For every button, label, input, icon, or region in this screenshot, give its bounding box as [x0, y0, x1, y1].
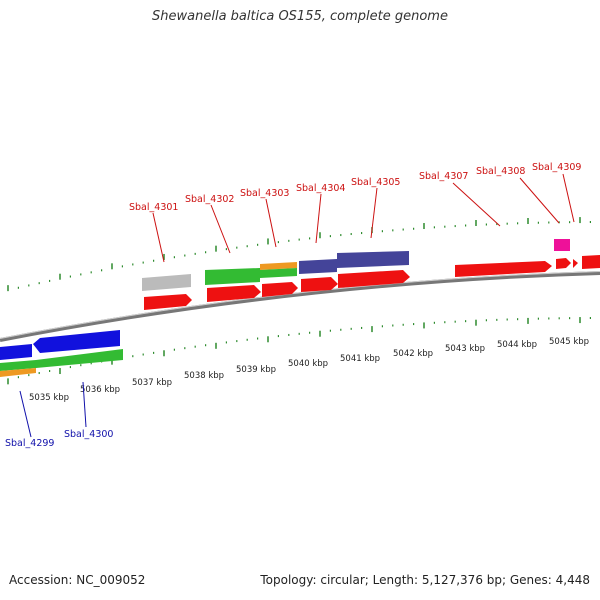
kbp-label-5045: 5045 kbp	[549, 337, 589, 347]
leader-sbal-4307	[452, 182, 501, 227]
cds-sbal-4300[interactable]	[33, 330, 120, 353]
gene-label-sbal-4300[interactable]: Sbal_4300	[64, 429, 113, 440]
outer-tick-track	[7, 217, 592, 292]
gene-feature-magenta[interactable]	[554, 239, 570, 251]
kbp-label-5041: 5041 kbp	[340, 354, 380, 364]
leader-sbal-4301	[152, 212, 165, 263]
genome-backbone-highlight	[0, 271, 600, 339]
gene-feature-purple-2[interactable]	[337, 251, 409, 268]
forward-cds-track	[144, 255, 600, 310]
leader-sbal-4305	[370, 187, 378, 239]
gene-feature-green-2[interactable]	[260, 268, 297, 278]
kbp-label-5043: 5043 kbp	[445, 344, 485, 354]
gene-label-sbal-4309[interactable]: Sbal_4309	[532, 162, 581, 173]
kbp-label-5044: 5044 kbp	[497, 340, 537, 350]
cds-sbal-4303[interactable]	[262, 282, 298, 297]
kbp-label-5037: 5037 kbp	[132, 378, 172, 388]
leader-sbal-4308	[519, 177, 560, 224]
kbp-label-5039: 5039 kbp	[236, 365, 276, 375]
cds-sbal-4305[interactable]	[338, 270, 410, 288]
gene-label-sbal-4305[interactable]: Sbal_4305	[351, 177, 400, 188]
leader-sbal-4304	[315, 193, 322, 244]
kbp-label-5040: 5040 kbp	[288, 359, 328, 369]
cds-sbal-4309[interactable]	[573, 259, 578, 268]
gene-feature-green[interactable]	[205, 268, 260, 285]
cds-next[interactable]	[582, 255, 600, 269]
cds-sbal-4301[interactable]	[144, 294, 192, 310]
genome-summary-text: Topology: circular; Length: 5,127,376 bp…	[260, 573, 590, 587]
forward-gene-labels: Sbal_4301 Sbal_4302 Sbal_4303 Sbal_4304 …	[129, 162, 581, 263]
cds-sbal-4307[interactable]	[455, 261, 552, 277]
gene-label-sbal-4303[interactable]: Sbal_4303	[240, 188, 289, 199]
inner-tick-track	[7, 317, 592, 385]
leader-sbal-4303	[265, 198, 277, 248]
kbp-label-5038: 5038 kbp	[184, 371, 224, 381]
gene-label-sbal-4299[interactable]: Sbal_4299	[5, 438, 54, 449]
kbp-label-5035: 5035 kbp	[29, 393, 69, 403]
gene-label-sbal-4302[interactable]: Sbal_4302	[185, 194, 234, 205]
kbp-label-5036: 5036 kbp	[80, 385, 120, 395]
leader-sbal-4300	[82, 381, 87, 428]
reverse-gene-labels: Sbal_4299 Sbal_4300	[5, 381, 113, 449]
cds-sbal-4299-fragment[interactable]	[0, 344, 32, 360]
genome-backbone	[0, 271, 600, 342]
gene-feature-orange-rev[interactable]	[0, 368, 36, 377]
leader-sbal-4309	[562, 173, 575, 223]
leader-sbal-4302	[210, 204, 231, 254]
cds-sbal-4308[interactable]	[556, 258, 571, 269]
gene-feature-orange[interactable]	[260, 262, 297, 270]
cds-sbal-4304[interactable]	[301, 277, 338, 292]
kbp-labels: 5035 kbp 5036 kbp 5037 kbp 5038 kbp 5039…	[29, 337, 589, 403]
genome-title: Shewanella baltica OS155, complete genom…	[152, 9, 448, 24]
forward-feature-track	[142, 239, 570, 291]
gene-label-sbal-4308[interactable]: Sbal_4308	[476, 166, 525, 177]
gene-feature-green-rev[interactable]	[0, 349, 123, 371]
cds-sbal-4302[interactable]	[207, 285, 261, 302]
gene-feature-gray[interactable]	[142, 274, 191, 291]
gene-label-sbal-4304[interactable]: Sbal_4304	[296, 183, 345, 194]
kbp-label-5042: 5042 kbp	[393, 349, 433, 359]
gene-label-sbal-4301[interactable]: Sbal_4301	[129, 202, 178, 213]
reverse-feature-track	[0, 330, 123, 377]
accession-text: Accession: NC_009052	[9, 573, 146, 587]
gene-feature-purple[interactable]	[299, 259, 337, 274]
gene-label-sbal-4307[interactable]: Sbal_4307	[419, 171, 468, 182]
leader-sbal-4299	[19, 390, 32, 438]
